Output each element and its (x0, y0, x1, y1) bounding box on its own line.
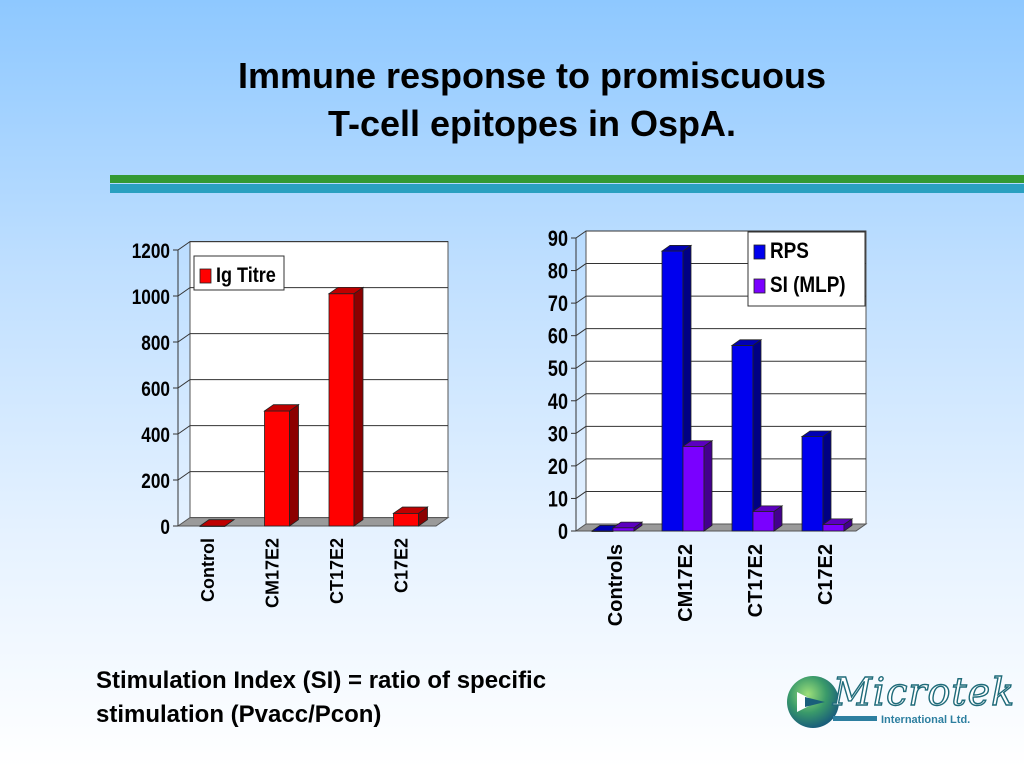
bar-ig-titre-control (198, 519, 236, 527)
y-tick-label: 1000 (132, 287, 170, 310)
caption-line-2: stimulation (Pvacc/Pcon) (96, 701, 382, 728)
bar-front (731, 345, 754, 532)
gridline-depth (177, 471, 191, 481)
gridline-depth (575, 263, 587, 271)
bar-front (752, 511, 775, 532)
gridline-depth (575, 328, 587, 337)
bar-top (611, 521, 644, 529)
gridline-depth (575, 295, 587, 304)
logo-subtitle: International Ltd. (881, 714, 971, 726)
bar-side (703, 439, 713, 532)
bar-top (198, 519, 236, 527)
legend-label: RPS (770, 239, 809, 264)
bar-rps-ct17e2 (730, 339, 763, 532)
bar-top (263, 404, 300, 412)
legend: Ig Titre (193, 255, 285, 291)
bar-ig-titre-c17e2 (392, 506, 429, 527)
si-caption: Stimulation Index (SI) = ratio of specif… (96, 664, 546, 732)
plot-area: 0 10 20 30 40 50 60 70 80 90 Controls CM17E2 CT17E2 C… (548, 227, 868, 626)
category-label: Control (198, 538, 218, 602)
category-label: C17E2 (815, 544, 837, 605)
gridline-depth (575, 458, 587, 467)
gridline-depth (575, 425, 587, 434)
bar-top (681, 440, 714, 447)
gridline-depth (177, 287, 191, 297)
bar-si-mlp--ct17e2 (751, 505, 784, 532)
gridline-depth (575, 393, 587, 402)
title-rule-green (110, 175, 1024, 183)
bar-front (264, 410, 290, 527)
legend-swatch (753, 244, 766, 260)
category-label: C17E2 (392, 538, 412, 593)
plot-area: 0 200 400 600 800 1000 1200 Control CM17E2 CT17E2… (132, 241, 450, 608)
bar-top (821, 518, 854, 525)
legend-swatch (753, 278, 766, 294)
gridline-depth (177, 379, 191, 389)
gridline-depth (575, 491, 587, 499)
y-tick-label: 600 (141, 379, 170, 402)
bar-front (801, 436, 824, 532)
bar-top (392, 506, 429, 514)
bar-top (800, 430, 833, 437)
y-tick-label: 0 (160, 517, 170, 540)
title-line-2: T-cell epitopes in OspA. (327, 103, 737, 144)
y-tick-label: 70 (548, 293, 568, 317)
y-tick-label: 0 (558, 520, 568, 544)
category-label: CM17E2 (263, 538, 283, 608)
bar-rps-c17e2 (800, 430, 833, 532)
bar-front (822, 524, 845, 532)
gridline-depth (177, 425, 191, 435)
caption-line-1: Stimulation Index (SI) = ratio of specif… (96, 667, 547, 694)
bar-si-mlp--cm17e2 (681, 439, 714, 532)
bar-ig-titre-cm17e2 (263, 403, 300, 527)
y-tick-label: 200 (141, 471, 170, 494)
category-label: CT17E2 (327, 538, 347, 604)
y-tick-label: 30 (548, 423, 568, 447)
y-tick-label: 1200 (132, 241, 170, 264)
gridline-depth (177, 241, 191, 251)
y-tick-label: 10 (548, 488, 568, 512)
category-label: Controls (605, 544, 627, 626)
gridline-depth (575, 230, 587, 239)
legend: RPS SI (MLP) (747, 231, 866, 307)
y-tick-label: 400 (141, 425, 170, 448)
legend-box (747, 231, 866, 307)
y-tick-label: 50 (548, 358, 568, 382)
title-line-1: Immune response to promiscuous (237, 55, 827, 96)
gridline-depth (177, 333, 191, 343)
bar-top (751, 505, 784, 512)
legend-label: Ig Titre (216, 264, 276, 288)
bar-ig-titre-ct17e2 (327, 286, 365, 527)
category-label: CM17E2 (675, 544, 697, 622)
bar-front (682, 445, 705, 532)
microtek-globe-icon (787, 676, 839, 728)
bar-si-mlp--controls (611, 521, 644, 532)
bar-top (327, 286, 365, 295)
y-tick-label: 40 (548, 390, 568, 414)
logo-bar (833, 716, 877, 721)
bar-si-mlp--c17e2 (821, 518, 854, 532)
y-tick-label: 80 (548, 260, 568, 284)
bar-side (822, 430, 832, 532)
gridline-depth (575, 360, 587, 369)
logo-name: Microtek (832, 669, 1016, 714)
legend-label: SI (MLP) (770, 273, 846, 298)
slide-title: Immune response to promiscuous T-cell ep… (0, 52, 1024, 148)
bar-front (661, 250, 684, 532)
category-label: CT17E2 (745, 544, 767, 617)
bar-front (612, 527, 635, 532)
microtek-logo: Microtek International Ltd. (783, 666, 1015, 736)
legend-swatch (199, 268, 212, 284)
bar-front (328, 293, 355, 527)
bar-top (730, 339, 763, 346)
y-tick-label: 20 (548, 455, 568, 479)
title-rule-blue (110, 184, 1024, 193)
bar-top (660, 245, 693, 252)
y-tick-label: 90 (548, 227, 568, 251)
y-tick-label: 800 (141, 333, 170, 356)
y-tick-label: 60 (548, 325, 568, 349)
bar-side (752, 339, 762, 532)
